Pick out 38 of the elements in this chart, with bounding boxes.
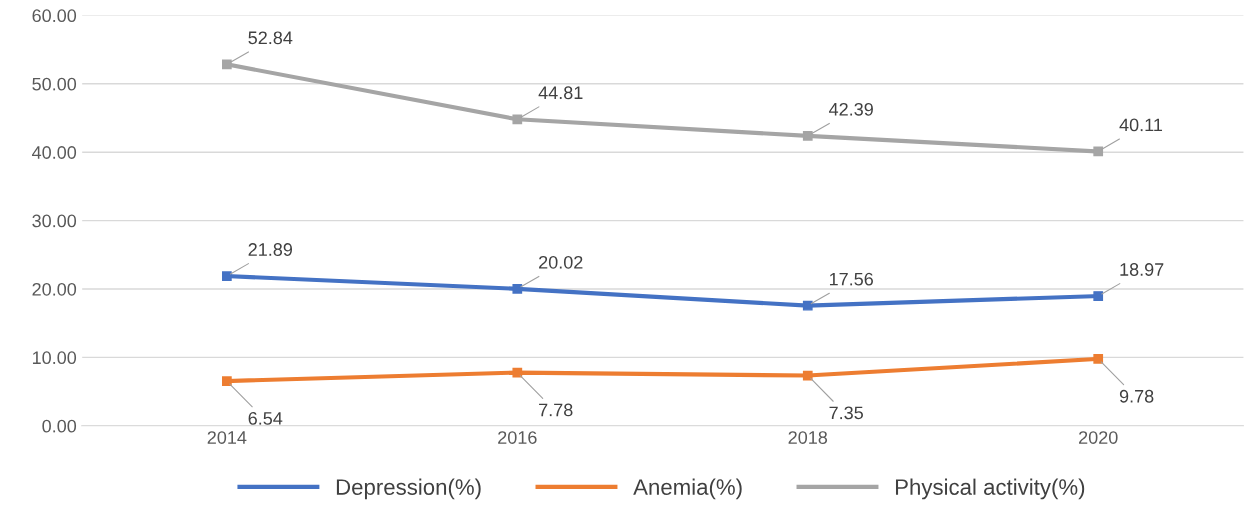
- point: [1093, 291, 1104, 301]
- point: [512, 114, 523, 125]
- data-label: 9.78: [1119, 389, 1154, 403]
- data-label: 18.97: [1120, 263, 1164, 276]
- point: [802, 130, 813, 141]
- y-tick-label: 30.00: [32, 214, 77, 228]
- data-label: 7.35: [829, 406, 863, 420]
- legend-label: Depression(%): [336, 478, 481, 500]
- y-tick-label: 40.00: [32, 146, 77, 159]
- point: [1093, 146, 1104, 157]
- point: [222, 271, 232, 281]
- data-label: 42.39: [829, 102, 873, 116]
- y-tick-label: 10.00: [32, 351, 77, 365]
- point: [222, 376, 232, 386]
- legend-label: Anemia(%): [633, 478, 742, 500]
- data-label: 44.81: [538, 86, 583, 100]
- data-label: 52.84: [248, 31, 293, 45]
- x-tick-label: 2018: [788, 431, 828, 444]
- point: [802, 300, 813, 311]
- point: [1093, 354, 1104, 364]
- data-label: 40.11: [1119, 118, 1163, 132]
- point: [222, 59, 232, 70]
- data-label: 6.54: [248, 412, 283, 425]
- data-label: 21.89: [248, 243, 293, 256]
- x-tick-label: 2020: [1079, 431, 1118, 444]
- y-tick-label: 0.00: [42, 419, 77, 433]
- legend-label: Physical activity(%): [895, 478, 1085, 500]
- point: [512, 283, 523, 294]
- data-label: 17.56: [829, 272, 873, 286]
- point: [512, 367, 523, 378]
- x-tick-label: 2014: [207, 431, 247, 444]
- y-tick-label: 20.00: [32, 282, 77, 296]
- data-label: 20.02: [539, 255, 583, 269]
- y-tick-label: 60.00: [32, 9, 77, 23]
- point: [802, 370, 813, 381]
- data-label: 7.78: [539, 403, 573, 417]
- x-tick-label: 2016: [498, 431, 537, 444]
- y-tick-label: 50.00: [32, 77, 77, 91]
